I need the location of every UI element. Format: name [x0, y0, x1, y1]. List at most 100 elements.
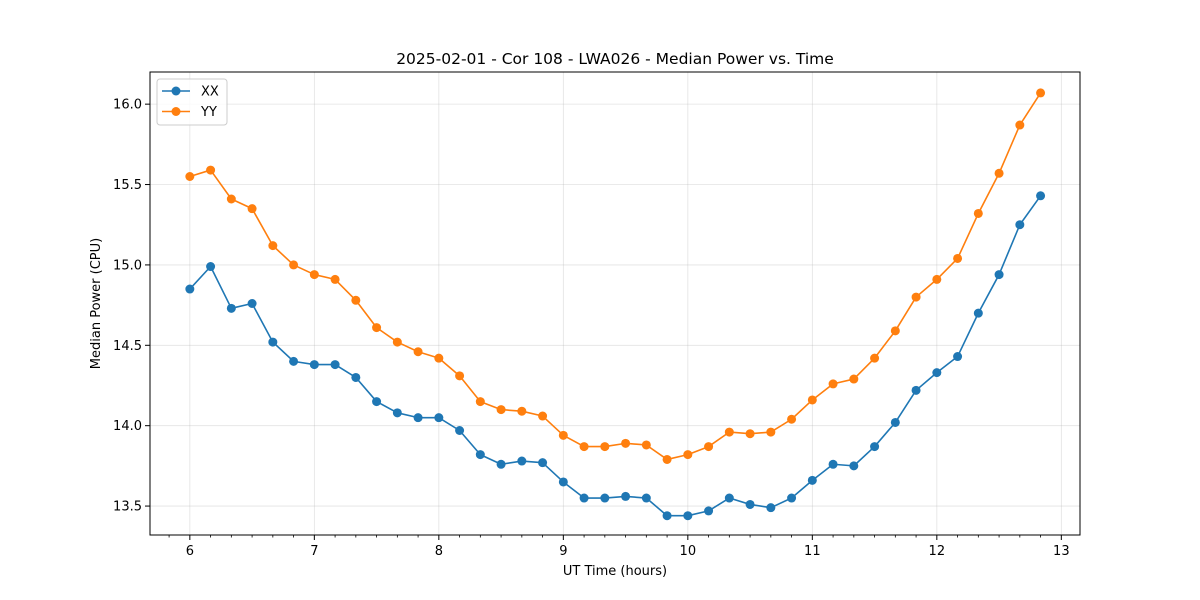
data-point [372, 397, 382, 407]
data-point [268, 337, 278, 347]
y-tick-label: 15.0 [113, 258, 142, 273]
data-point [973, 208, 983, 218]
data-point [351, 372, 361, 382]
x-axis-ticks: 6 7 8 9 10 11 12 13 [168, 535, 1070, 559]
y-tick-label: 14.5 [113, 339, 142, 354]
x-axis-label: UT Time (hours) [563, 564, 667, 579]
data-point [641, 440, 651, 450]
data-point [1036, 191, 1046, 201]
data-point [766, 503, 776, 513]
data-point [538, 411, 548, 421]
data-point [641, 493, 651, 503]
data-point [807, 475, 817, 485]
data-point [911, 292, 921, 302]
data-point [413, 347, 423, 357]
y-tick-label: 16.0 [113, 98, 142, 113]
x-tick-label: 11 [804, 544, 821, 559]
legend-entry: YY [162, 105, 217, 120]
data-point [828, 459, 838, 469]
data-point [206, 262, 216, 272]
data-point [558, 430, 568, 440]
x-tick-label: 10 [680, 544, 697, 559]
data-point [517, 406, 527, 416]
data-point [309, 270, 319, 280]
y-tick-label: 13.5 [113, 500, 142, 515]
x-tick-label: 12 [929, 544, 946, 559]
legend-marker [171, 86, 181, 96]
data-point [330, 360, 340, 370]
data-point [724, 493, 734, 503]
data-point [226, 194, 236, 204]
data-point [579, 493, 589, 503]
data-point [600, 442, 610, 452]
data-point [787, 493, 797, 503]
data-point [413, 413, 423, 423]
data-point [330, 274, 340, 284]
data-point [704, 506, 714, 516]
data-point [787, 414, 797, 424]
data-point [455, 426, 465, 436]
data-point [911, 385, 921, 395]
data-point [807, 395, 817, 405]
data-point [932, 368, 942, 378]
series-xx [185, 191, 1046, 521]
data-point [953, 253, 963, 263]
x-tick-label: 6 [186, 544, 194, 559]
legend-marker [171, 107, 181, 116]
data-point [849, 461, 859, 471]
data-point [185, 171, 195, 181]
data-point [455, 371, 465, 381]
data-point [289, 260, 299, 270]
y-axis-ticks: 13.5 14.0 14.5 15.0 15.5 16.0 [113, 98, 150, 515]
axes-frame [149, 71, 1081, 536]
data-point [621, 438, 631, 448]
data-point [434, 353, 444, 363]
legend-entries: XX YY [162, 85, 219, 120]
data-point [351, 295, 361, 305]
data-point [745, 499, 755, 509]
data-point [309, 360, 319, 370]
data-point [766, 427, 776, 437]
data-point [496, 405, 506, 415]
data-point [683, 450, 693, 460]
data-point [1015, 220, 1025, 230]
data-point [704, 442, 714, 452]
data-point [247, 204, 257, 214]
data-point [372, 323, 382, 333]
data-point [475, 397, 485, 407]
data-point [558, 477, 568, 487]
y-axis-label: Median Power (CPU) [89, 238, 104, 369]
x-tick-label: 8 [435, 544, 443, 559]
data-point [994, 270, 1004, 280]
data-point [683, 511, 693, 521]
series-yy [185, 88, 1046, 464]
data-point [662, 454, 672, 464]
y-tick-label: 14.0 [113, 419, 142, 434]
data-point [745, 429, 755, 439]
data-point [662, 511, 672, 521]
data-point [890, 417, 900, 427]
data-point [392, 337, 402, 347]
data-point [538, 458, 548, 468]
data-point [870, 353, 880, 363]
data-point [392, 408, 402, 418]
data-point [496, 459, 506, 469]
data-point [849, 374, 859, 384]
data-point [185, 284, 195, 294]
data-point [870, 442, 880, 452]
data-point [1015, 120, 1025, 130]
x-tick-label: 13 [1053, 544, 1070, 559]
data-point [517, 456, 527, 466]
legend: XX YY [156, 78, 228, 126]
series-layer [185, 88, 1046, 521]
x-tick-label: 7 [310, 544, 318, 559]
data-point [1036, 88, 1046, 98]
grid [150, 72, 1080, 535]
legend-label: XX [201, 85, 219, 100]
data-point [994, 168, 1004, 178]
data-point [434, 413, 444, 423]
data-point [932, 274, 942, 284]
data-point [579, 442, 589, 452]
data-point [890, 326, 900, 336]
